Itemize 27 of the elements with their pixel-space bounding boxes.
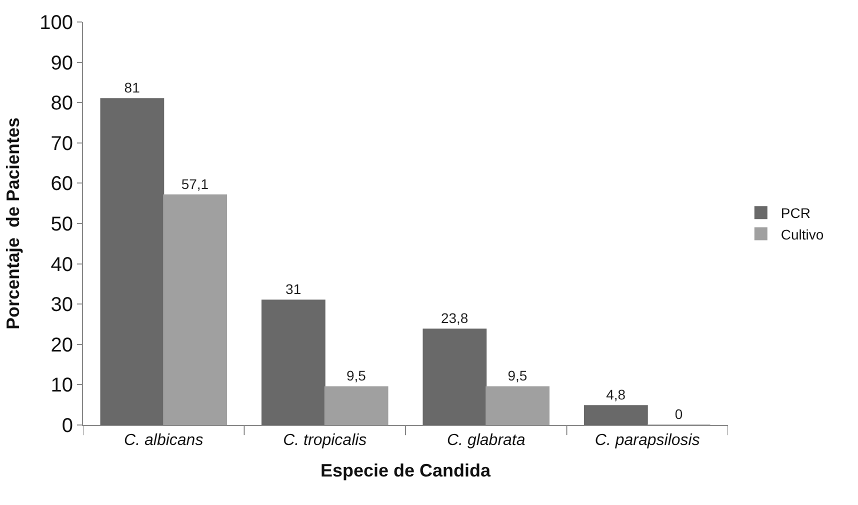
y-tick-label: 0 — [62, 415, 73, 437]
y-tick-label: 30 — [50, 294, 73, 316]
y-tick-label: 40 — [50, 254, 73, 276]
y-tick-label: 60 — [50, 173, 73, 196]
y-tick-label: 70 — [50, 132, 73, 155]
data-label: 4,8 — [606, 386, 626, 403]
x-tick-label: C. tropicalis — [283, 432, 367, 450]
x-axis-title: Especie de Candida — [320, 460, 492, 480]
y-tick-label: 10 — [50, 374, 73, 397]
y-axis-title: Porcentaje de Pacientes — [2, 117, 23, 330]
data-label: 9,5 — [346, 368, 366, 384]
legend-label: PCR — [780, 205, 810, 222]
x-tick-label: C. albicans — [124, 432, 204, 450]
data-label: 23,8 — [440, 310, 468, 326]
y-tick-label: 50 — [50, 214, 73, 236]
legend-label: Cultivo — [780, 226, 824, 242]
x-tick-label: C. parapsilosis — [594, 432, 700, 450]
data-label: 81 — [124, 80, 140, 96]
y-tick-label: 20 — [50, 334, 73, 356]
data-label: 57,1 — [181, 176, 209, 192]
data-label: 0 — [674, 406, 683, 422]
x-tick-label: C. glabrata — [446, 432, 526, 450]
data-label: 9,5 — [508, 368, 528, 384]
data-label: 31 — [286, 281, 302, 298]
y-tick-label: 100 — [40, 12, 73, 34]
y-tick-label: 90 — [50, 52, 73, 74]
y-tick-label: 80 — [50, 92, 73, 115]
